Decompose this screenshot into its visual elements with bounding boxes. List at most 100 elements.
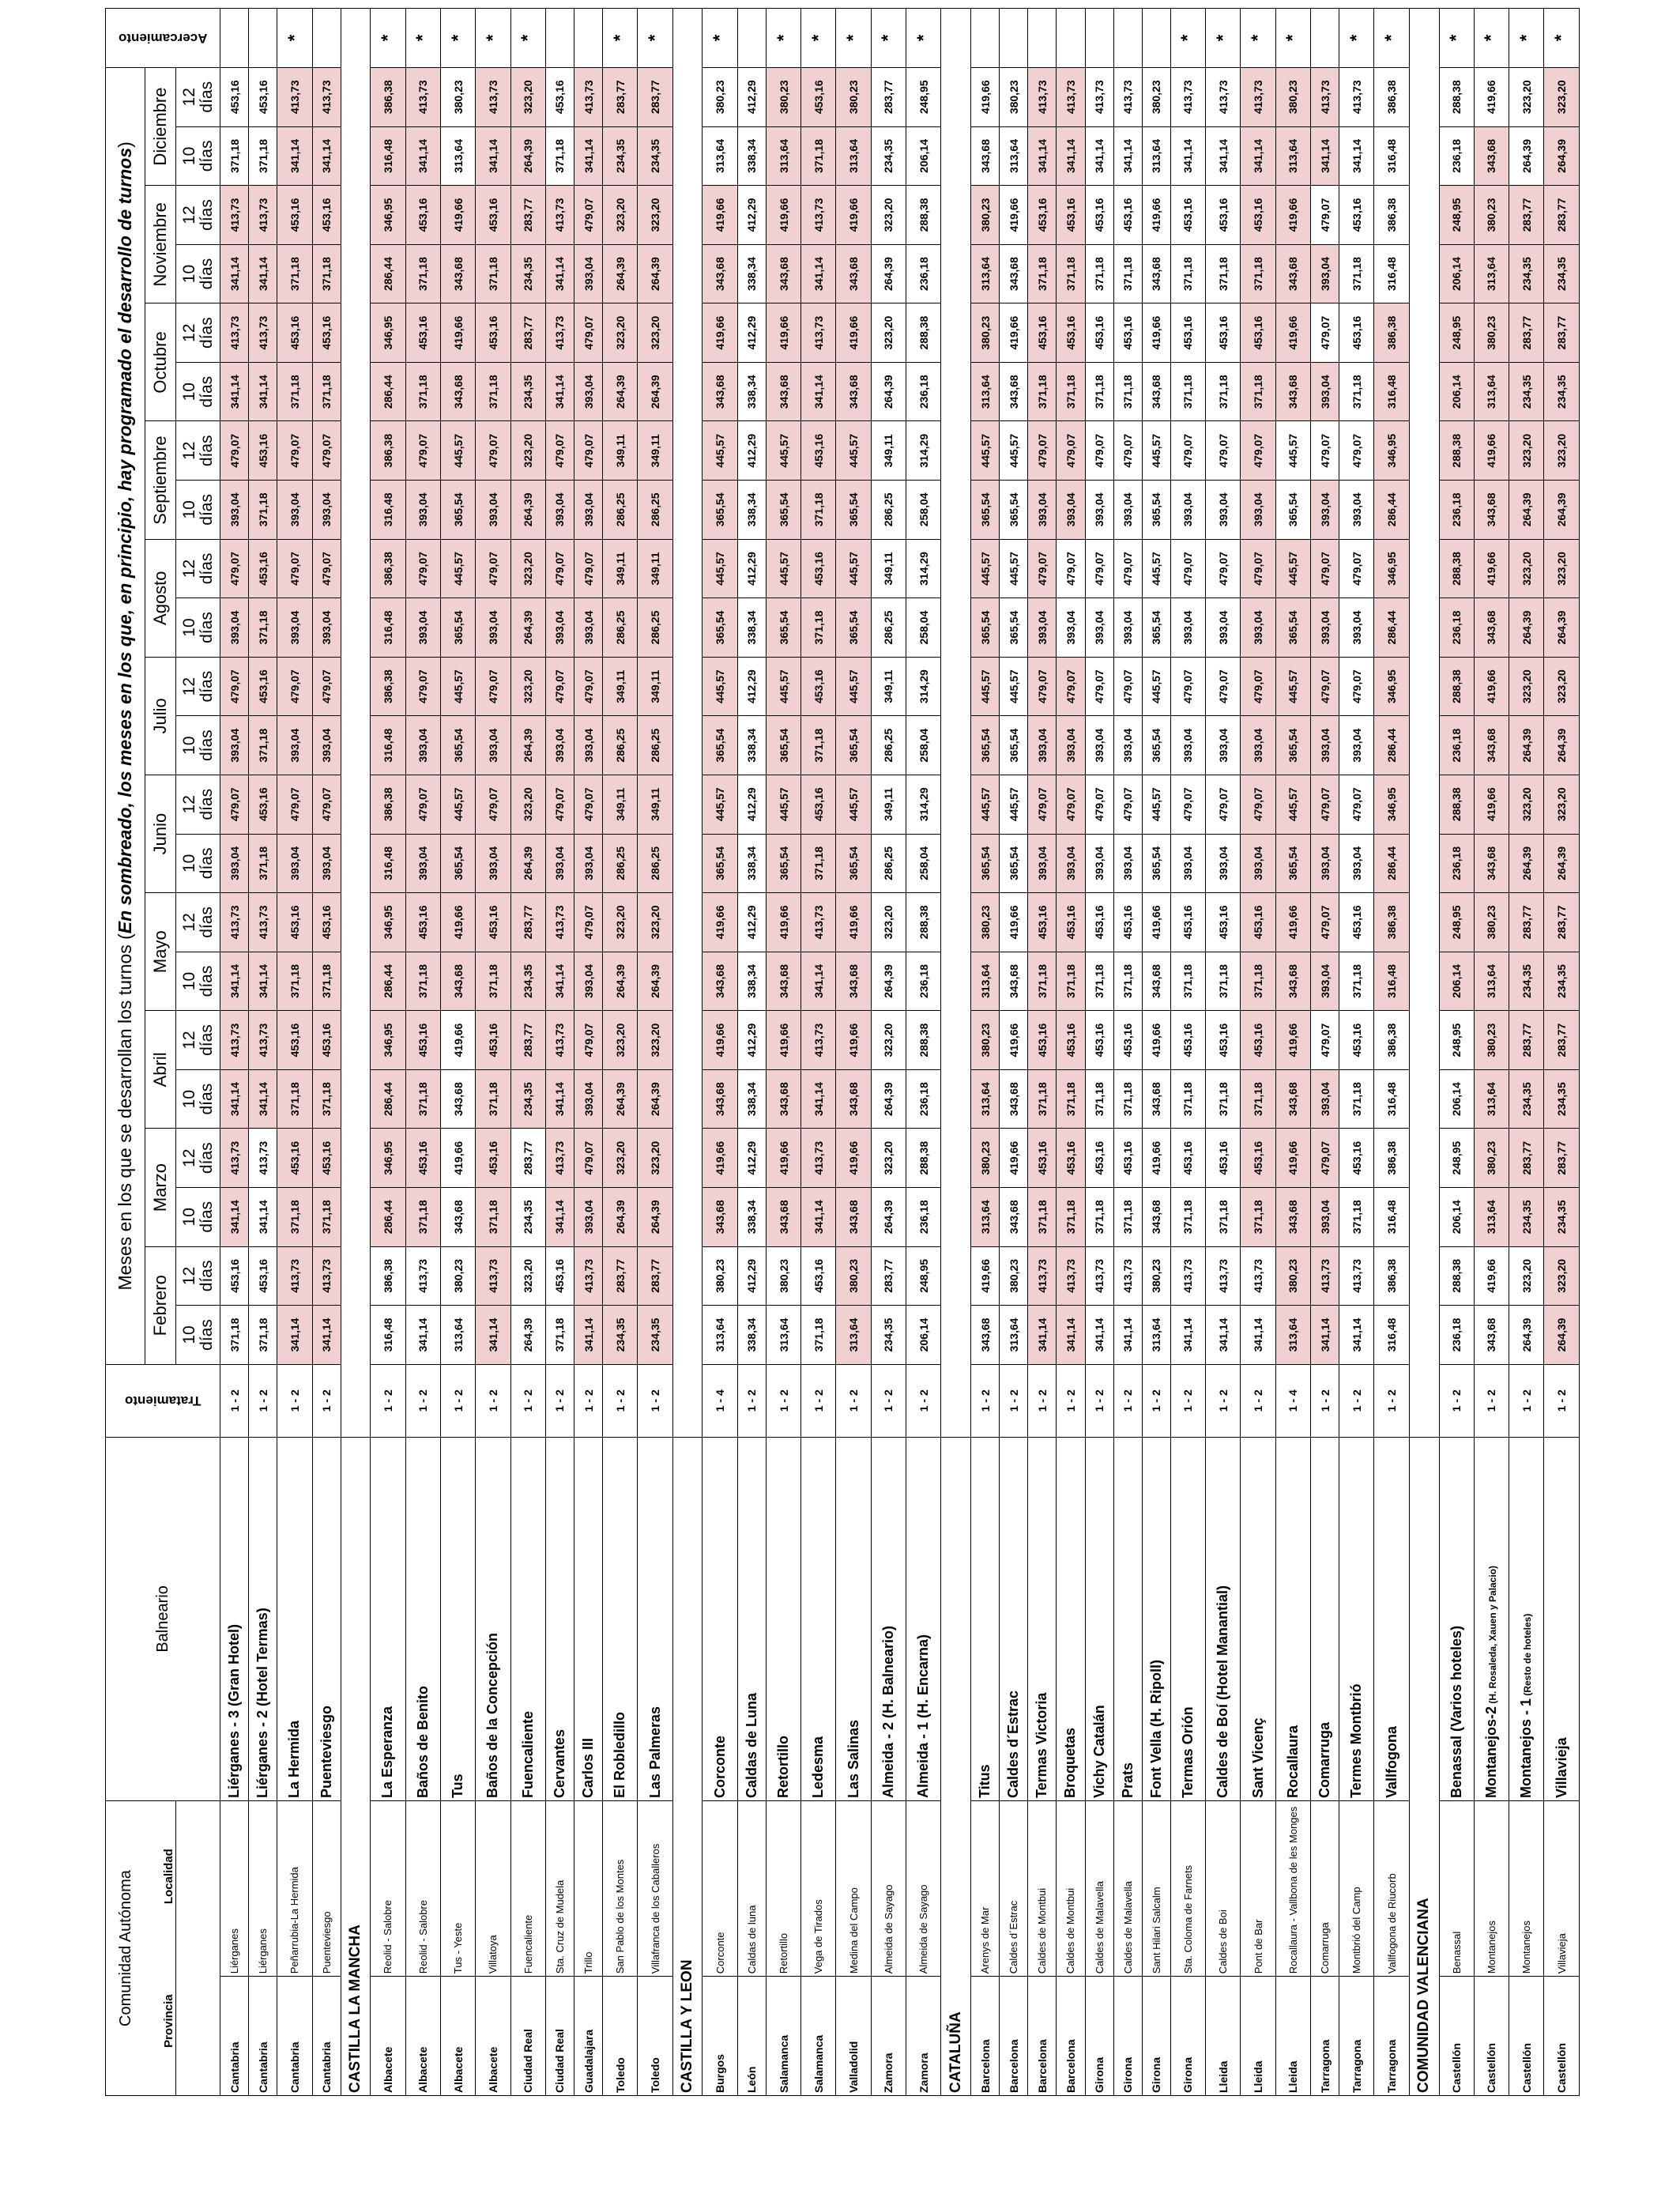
price-cell: 283,77 [871, 1246, 906, 1306]
acercamiento-cell: * [702, 8, 738, 68]
price-cell: 479,07 [574, 1010, 603, 1070]
price-cell: 413,73 [545, 892, 574, 952]
region-row: CASTILLA Y LEON [672, 8, 703, 2096]
price-cell: 453,16 [277, 892, 312, 952]
localidad-cell: Vega de Tirados [800, 1800, 836, 1977]
price-cell: 380,23 [970, 185, 1000, 245]
provincia-cell: Barcelona [1027, 1976, 1057, 2096]
price-cell: 393,04 [1339, 598, 1374, 658]
price-cell: 323,20 [637, 892, 673, 952]
balneario-cell: Termes Montbrió [1339, 1437, 1374, 1801]
region-row: COMUNIDAD VALENCIANA [1409, 8, 1439, 2096]
localidad-cell: Montanejos [1509, 1800, 1544, 1977]
price-cell: 313,64 [1474, 1069, 1509, 1129]
price-cell: 316,48 [370, 1305, 406, 1365]
tratamiento-cell: 1 - 2 [800, 1364, 836, 1438]
price-cell: 419,66 [999, 1128, 1028, 1188]
balneario-cell: Baños de la Concepción [475, 1437, 511, 1801]
price-cell: 365,54 [835, 598, 872, 658]
price-cell: 371,18 [1027, 1069, 1057, 1129]
price-cell: 343,68 [1142, 1187, 1171, 1247]
price-cell: 413,73 [312, 1246, 341, 1306]
region-label: CASTILLA LA MANCHA [341, 1437, 371, 2096]
price-cell: 412,29 [737, 657, 767, 716]
price-cell: 264,39 [1509, 715, 1544, 775]
localidad-cell: Peñarrubia-La Hermida [277, 1800, 312, 1977]
price-cell: 371,18 [405, 1069, 441, 1129]
price-cell: 323,20 [871, 892, 906, 952]
price-cell: 419,66 [1275, 185, 1311, 245]
balneario-cell: Retortillo [766, 1437, 801, 1801]
price-cell: 313,64 [766, 126, 801, 186]
price-cell: 341,14 [1085, 1305, 1114, 1365]
price-cell: 234,35 [602, 1305, 638, 1365]
price-cell: 341,14 [1027, 126, 1057, 186]
price-cell: 380,23 [1474, 1010, 1509, 1070]
price-cell: 393,04 [1240, 715, 1276, 775]
price-cell: 264,39 [602, 362, 638, 421]
price-cell: 371,18 [1113, 1187, 1143, 1247]
balneario-cell: Montanejos-2 (H. Rosaleda, Xauen y Palac… [1474, 1437, 1509, 1801]
price-cell: 413,73 [1205, 1246, 1241, 1306]
price-cell: 323,20 [1509, 775, 1544, 835]
provincia-cell: Burgos [702, 1976, 738, 2096]
month-header: Agosto [145, 539, 176, 658]
price-cell: 288,38 [1439, 775, 1475, 835]
price-cell: 365,54 [1142, 598, 1171, 658]
days-header: 12 días [175, 67, 220, 127]
price-cell: 445,57 [970, 775, 1000, 835]
balneario-name: Caldes de Boí (Hotel Manantial) [1215, 1585, 1231, 1799]
price-cell: 453,16 [1339, 1010, 1374, 1070]
price-cell: 479,07 [312, 775, 341, 835]
balneario-cell: Almeida - 1 (H. Encarna) [906, 1437, 941, 1801]
price-cell: 386,38 [370, 1246, 406, 1306]
price-cell: 479,07 [1339, 421, 1374, 481]
price-cell: 343,68 [1474, 834, 1509, 893]
price-cell: 343,68 [835, 1069, 872, 1129]
price-cell: 323,20 [637, 185, 673, 245]
price-cell: 413,73 [405, 67, 441, 127]
price-cell: 313,64 [702, 126, 738, 186]
price-cell: 288,38 [1439, 657, 1475, 716]
price-cell: 479,07 [1310, 539, 1339, 598]
tratamiento-cell: 1 - 2 [737, 1364, 767, 1438]
price-cell: 393,04 [1113, 834, 1143, 893]
balneario-name: Fuencaliente [519, 1711, 536, 1799]
tratamiento-cell: 1 - 2 [637, 1364, 673, 1438]
price-cell: 313,64 [970, 1069, 1000, 1129]
price-cell: 341,14 [800, 244, 836, 303]
table-row: Albacete Reolid - Salobre Baños de Benito 1… [405, 8, 441, 2096]
price-cell: 393,04 [1310, 362, 1339, 421]
region-row: CASTILLA LA MANCHA [341, 8, 371, 2096]
tratamiento-cell: 1 - 2 [766, 1364, 801, 1438]
price-cell: 365,54 [999, 480, 1028, 540]
price-cell: 323,20 [1543, 67, 1580, 127]
price-cell: 393,04 [545, 715, 574, 775]
provincia-cell: Tarragona [1310, 1976, 1339, 2096]
price-cell: 479,07 [545, 775, 574, 835]
price-cell: 341,14 [800, 952, 836, 1011]
price-cell: 453,16 [1339, 185, 1374, 245]
price-cell: 371,18 [248, 834, 277, 893]
price-cell: 371,18 [1170, 1069, 1206, 1129]
price-cell: 479,07 [1056, 539, 1086, 598]
price-cell: 371,18 [1085, 362, 1114, 421]
table-row: Salamanca Retortillo Retortillo 1 - 2 313,64… [766, 8, 801, 2096]
acercamiento-cell: * [440, 8, 476, 68]
price-cell: 343,68 [999, 1069, 1028, 1129]
price-cell: 445,57 [1275, 421, 1311, 481]
provincia-cell: Barcelona [970, 1976, 1000, 2096]
localidad-cell: Fuencaliente [510, 1800, 546, 1977]
price-cell: 286,25 [637, 834, 673, 893]
price-cell: 386,38 [370, 657, 406, 716]
price-cell: 313,64 [970, 244, 1000, 303]
price-cell: 264,39 [637, 952, 673, 1011]
tratamiento-cell: 1 - 2 [835, 1364, 872, 1438]
price-cell: 371,18 [312, 952, 341, 1011]
region-blank [341, 8, 371, 1438]
price-cell: 341,14 [405, 126, 441, 186]
price-cell: 479,07 [1085, 539, 1114, 598]
localidad-cell: Almeida de Sayago [906, 1800, 941, 1977]
price-cell: 479,07 [1310, 185, 1339, 245]
days-header: 10 días [175, 598, 220, 658]
